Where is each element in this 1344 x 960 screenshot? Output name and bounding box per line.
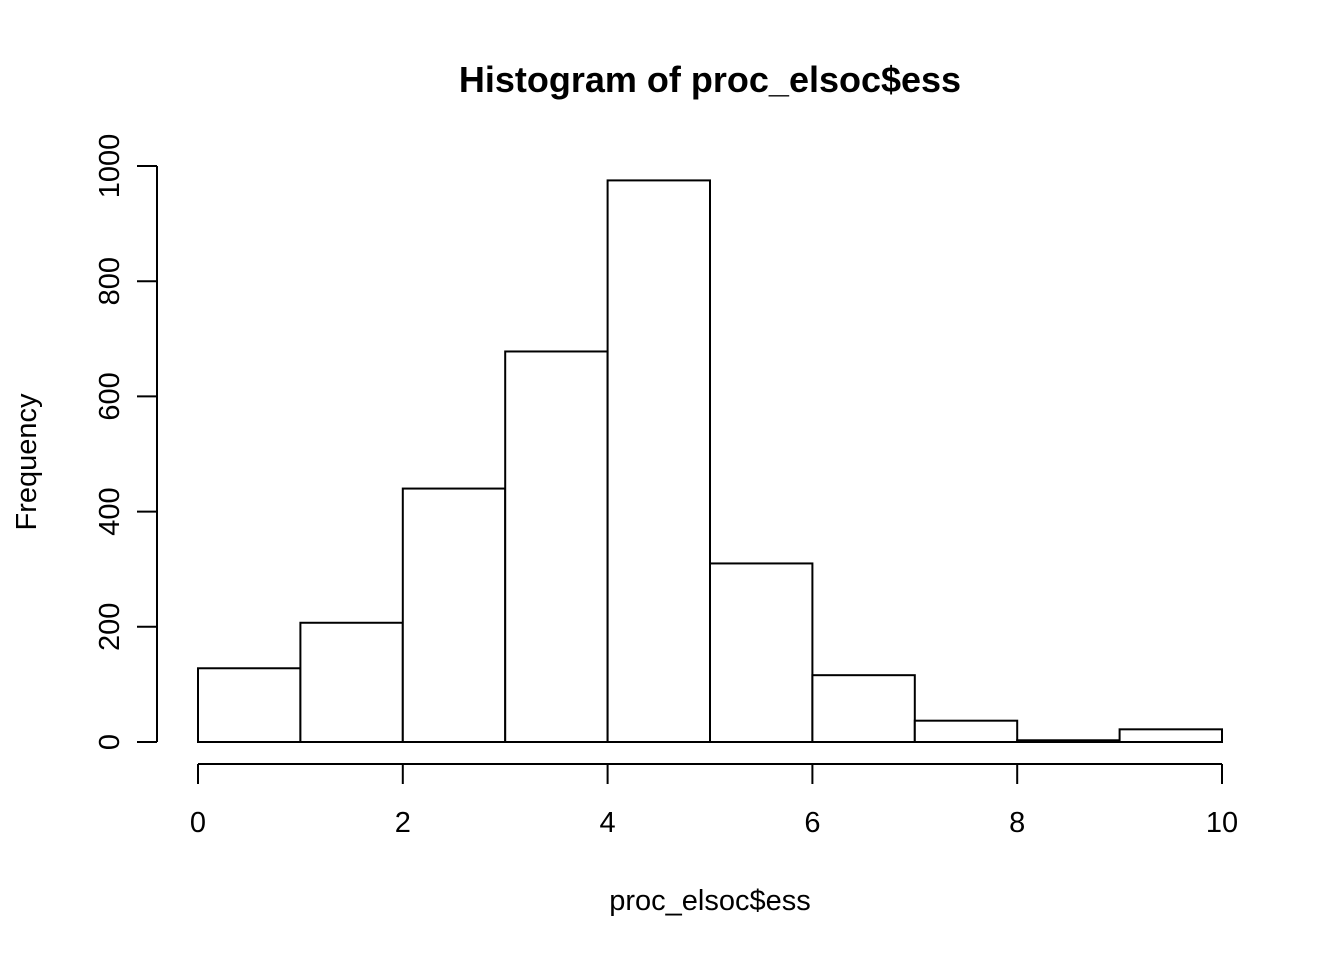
x-tick-label-2: 2 xyxy=(395,807,411,839)
x-tick-label-4: 4 xyxy=(600,807,616,839)
y-axis: 0 200 400 600 800 1000 xyxy=(94,134,158,750)
chart-title: Histogram of proc_elsoc$ess xyxy=(459,59,961,100)
histogram-bar-6-7 xyxy=(811,674,916,744)
y-axis-label: Frequency xyxy=(11,393,43,531)
y-tick-label-0: 0 xyxy=(94,734,126,750)
histogram-bar-8-9 xyxy=(1016,739,1121,743)
histogram-bar-0-1 xyxy=(197,667,302,743)
x-tick-label-0: 0 xyxy=(190,807,206,839)
y-tick-label-1000: 1000 xyxy=(94,134,126,199)
x-axis: 0 2 4 6 8 10 xyxy=(190,763,1238,839)
y-tick-label-400: 400 xyxy=(94,487,126,535)
y-tick-label-200: 200 xyxy=(94,603,126,651)
x-tick-label-6: 6 xyxy=(804,807,820,839)
x-tick-label-10: 10 xyxy=(1206,807,1238,839)
histogram-bar-3-4 xyxy=(504,350,609,743)
histogram-bar-5-6 xyxy=(709,562,814,743)
histogram-bar-1-2 xyxy=(299,621,404,744)
histogram-bar-2-3 xyxy=(401,487,507,743)
y-tick-label-800: 800 xyxy=(94,257,126,305)
histogram-bar-9-10 xyxy=(1118,728,1223,744)
histogram-bar-7-8 xyxy=(913,719,1019,743)
histogram-bars xyxy=(197,179,1223,744)
x-axis-label: proc_elsoc$ess xyxy=(609,885,811,917)
x-tick-label-8: 8 xyxy=(1009,807,1025,839)
histogram-bar-4-5 xyxy=(606,179,711,743)
y-tick-label-600: 600 xyxy=(94,372,126,420)
